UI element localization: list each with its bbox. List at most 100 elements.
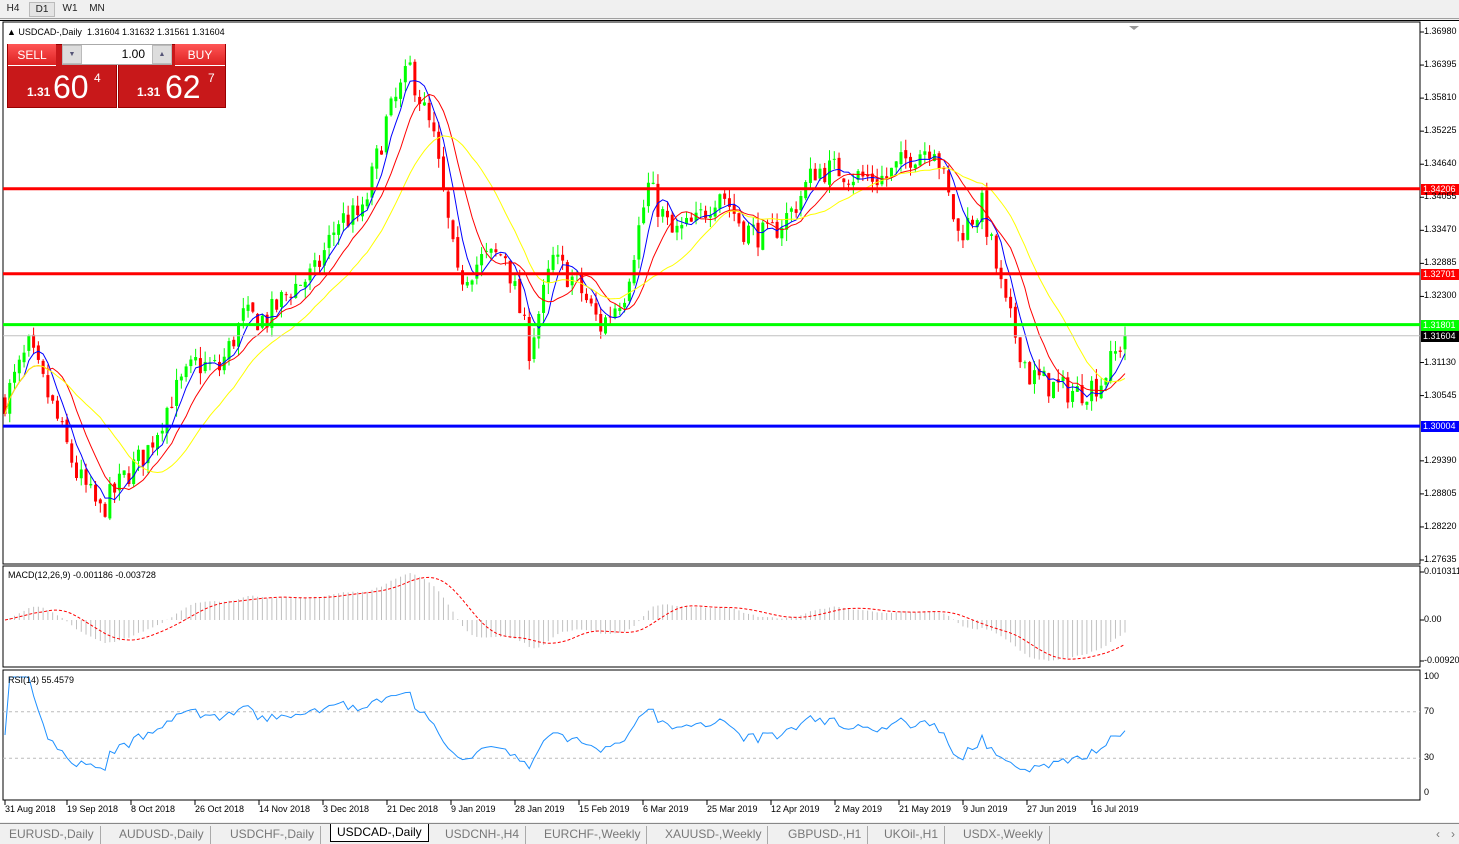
chart-tab[interactable]: USDCNH-,H4 bbox=[439, 826, 527, 844]
sell-price-pip: 4 bbox=[94, 71, 101, 85]
candle-body bbox=[32, 334, 36, 348]
candle-body bbox=[170, 406, 174, 408]
candle-body bbox=[918, 154, 922, 166]
date-axis-label: 31 Aug 2018 bbox=[5, 804, 56, 814]
chart-tab[interactable]: EURCHF-,Weekly bbox=[538, 826, 648, 844]
candle-body bbox=[179, 376, 183, 381]
chart-tab[interactable]: XAUUSD-,Weekly bbox=[659, 826, 769, 844]
candle-body bbox=[60, 421, 64, 423]
candle-body bbox=[461, 270, 465, 285]
candle-body bbox=[737, 213, 741, 224]
candle-body bbox=[322, 250, 326, 266]
candle-body bbox=[1032, 370, 1036, 385]
candle-body bbox=[1085, 401, 1089, 405]
candle-body bbox=[117, 473, 121, 491]
candle-body bbox=[680, 224, 684, 229]
candle-body bbox=[136, 449, 140, 461]
chart-tab[interactable]: GBPUSD-,H1 bbox=[782, 826, 869, 844]
candle-body bbox=[384, 116, 388, 153]
lot-increase-button[interactable]: ▲ bbox=[152, 45, 172, 64]
rsi-axis-label: 70 bbox=[1424, 705, 1435, 716]
timeframe-toolbar: H4 D1 W1 MN bbox=[0, 0, 1459, 19]
price-axis-label: 1.27635 bbox=[1424, 554, 1457, 564]
candle-body bbox=[832, 158, 836, 160]
date-axis-label: 3 Dec 2018 bbox=[323, 804, 370, 814]
candle-body bbox=[527, 316, 531, 362]
candle-body bbox=[346, 214, 350, 227]
candle-body bbox=[813, 168, 817, 181]
candle-body bbox=[1066, 377, 1070, 403]
candle-body bbox=[313, 260, 317, 267]
sell-button[interactable]: SELL bbox=[8, 44, 56, 66]
candle-body bbox=[303, 281, 307, 288]
timeframe-d1[interactable]: D1 bbox=[29, 2, 55, 17]
lot-decrease-button[interactable]: ▼ bbox=[62, 45, 82, 64]
level-price-tag: 1.31801 bbox=[1421, 319, 1459, 331]
candle-body bbox=[279, 292, 283, 308]
chart-tab[interactable]: EURUSD-,Daily bbox=[3, 826, 101, 844]
candle-body bbox=[265, 314, 269, 328]
candle-body bbox=[513, 281, 517, 286]
candle-body bbox=[399, 82, 403, 99]
macd-signal-line bbox=[4, 576, 1126, 660]
tab-scroll-left-button[interactable]: ‹ bbox=[1436, 827, 1440, 841]
candle-body bbox=[627, 281, 631, 301]
candle-body bbox=[360, 204, 364, 217]
candle-body bbox=[961, 233, 965, 241]
chart-tab[interactable]: USDCAD-,Daily bbox=[330, 824, 429, 842]
candle-body bbox=[451, 220, 455, 240]
candle-body bbox=[298, 284, 302, 286]
candle-body bbox=[1061, 376, 1065, 382]
candle-body bbox=[294, 283, 298, 298]
chart-tab[interactable]: UKOil-,H1 bbox=[878, 826, 946, 844]
candle-body bbox=[256, 313, 260, 331]
candle-body bbox=[327, 234, 331, 248]
buy-button[interactable]: BUY bbox=[175, 44, 225, 66]
candle-body bbox=[156, 435, 160, 450]
price-axis-label: 1.28220 bbox=[1424, 520, 1457, 531]
date-axis-label: 9 Jun 2019 bbox=[963, 804, 1008, 814]
candle-body bbox=[537, 313, 541, 339]
candle-body bbox=[237, 323, 241, 347]
price-axis-label: 1.32885 bbox=[1424, 257, 1457, 268]
date-axis-label: 2 May 2019 bbox=[835, 804, 883, 814]
candle-body bbox=[727, 198, 731, 207]
candle-body bbox=[27, 335, 31, 351]
date-axis-label: 8 Oct 2018 bbox=[131, 804, 176, 814]
candle-body bbox=[685, 217, 689, 224]
chart-tab[interactable]: AUDUSD-,Daily bbox=[113, 826, 211, 844]
candle-body bbox=[503, 256, 507, 259]
date-axis-label: 9 Jan 2019 bbox=[451, 804, 496, 814]
candle-body bbox=[413, 61, 417, 96]
tab-scroll-right-button[interactable]: › bbox=[1451, 827, 1455, 841]
candle-body bbox=[599, 313, 603, 332]
candle-body bbox=[365, 199, 369, 207]
candle-body bbox=[904, 150, 908, 159]
lot-size-input[interactable]: 1.00 bbox=[62, 44, 172, 65]
date-axis-label: 25 Mar 2019 bbox=[707, 804, 758, 814]
candle-body bbox=[894, 161, 898, 168]
candle-body bbox=[351, 205, 355, 225]
candle-body bbox=[923, 151, 927, 155]
price-axis-label: 1.32300 bbox=[1424, 290, 1457, 301]
candle-body bbox=[818, 168, 822, 179]
candle-body bbox=[22, 352, 26, 363]
chart-tab[interactable]: USDCHF-,Daily bbox=[224, 826, 321, 844]
candle-body bbox=[661, 209, 665, 217]
timeframe-w1[interactable]: W1 bbox=[62, 3, 78, 14]
date-axis-label: 21 May 2019 bbox=[899, 804, 952, 814]
candle-body bbox=[885, 176, 889, 179]
candle-body bbox=[437, 131, 441, 159]
candle-body bbox=[480, 254, 484, 266]
candle-body bbox=[613, 308, 617, 318]
candle-body bbox=[994, 235, 998, 269]
candle-body bbox=[532, 337, 536, 360]
candle-body bbox=[742, 221, 746, 242]
timeframe-mn[interactable]: MN bbox=[89, 3, 105, 14]
timeframe-h4[interactable]: H4 bbox=[6, 3, 20, 14]
candle-body bbox=[484, 250, 488, 252]
candle-body bbox=[799, 195, 803, 211]
chart-tab[interactable]: USDX-,Weekly bbox=[957, 826, 1050, 844]
rsi-axis-label: 30 bbox=[1424, 752, 1435, 763]
